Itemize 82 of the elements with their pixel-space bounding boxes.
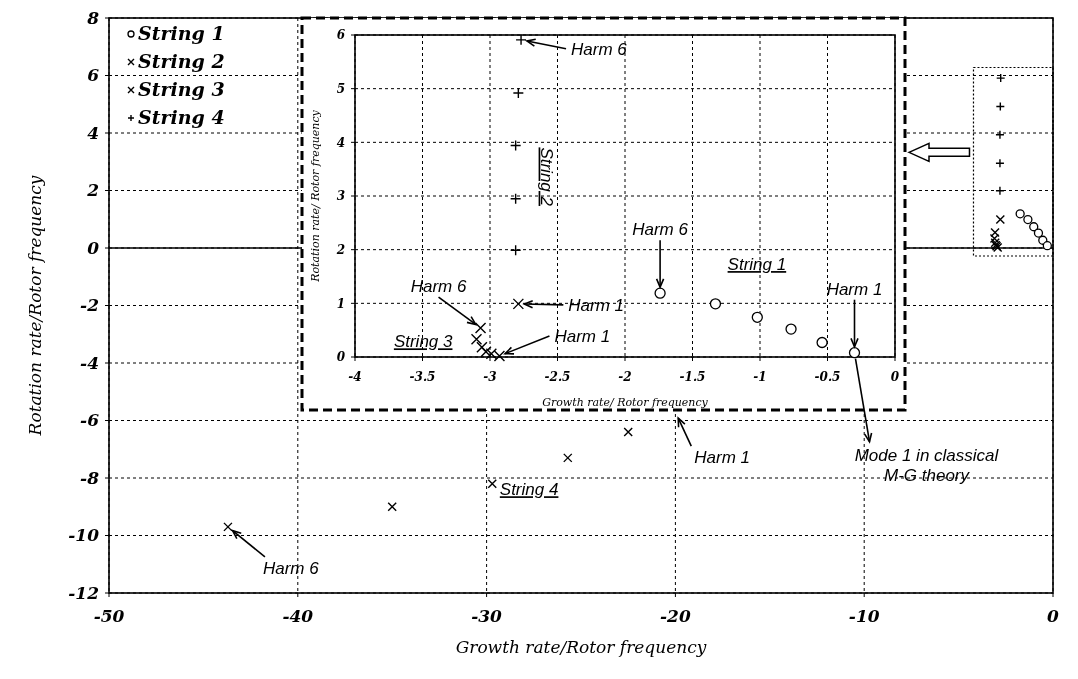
point [785, 323, 797, 335]
legend-label: String 1 [138, 22, 225, 44]
x-tick-label: -20 [660, 606, 691, 626]
x-tick-label: -1 [753, 370, 767, 384]
annotation: Harm 1 [568, 295, 625, 315]
x-axis-title: Growth rate/Rotor frequency [455, 637, 707, 657]
annotation: Harm 1 [554, 326, 611, 346]
x-tick-label: -4 [348, 370, 362, 384]
legend-label: String 2 [138, 50, 225, 72]
y-tick-label: 2 [335, 242, 345, 257]
point [995, 158, 1005, 168]
point [995, 130, 1005, 140]
y-tick-label: 0 [87, 237, 100, 258]
point [509, 244, 522, 256]
point [512, 87, 525, 99]
y-tick-label: 1 [336, 296, 345, 311]
annotation: Harm 6 [262, 558, 320, 578]
y-tick-label: 5 [336, 81, 345, 96]
y-tick-label: -2 [80, 295, 100, 316]
y-axis-title: Rotation rate/Rotor frequency [25, 175, 45, 437]
annotation: Harm 6 [632, 220, 689, 240]
y-tick-label: 2 [86, 180, 100, 201]
point [387, 502, 397, 512]
y-tick-label: -6 [80, 410, 100, 431]
annotation: String 2 [537, 147, 557, 207]
x-tick-label: -10 [848, 606, 880, 626]
point [1042, 241, 1052, 251]
point [989, 233, 1000, 244]
annotation: Harm 1 [826, 279, 883, 299]
point [995, 214, 1006, 225]
x-axis-title: Growth rate/ Rotor frequency [542, 396, 709, 409]
point [1023, 214, 1033, 225]
x-tick-label: -3.5 [409, 370, 436, 384]
y-tick-label: 6 [336, 28, 346, 43]
x-tick-label: 0 [1047, 606, 1060, 626]
point [1015, 209, 1025, 219]
x-tick-label: -3 [483, 370, 497, 384]
point [990, 227, 1000, 238]
annotation: String 3 [393, 332, 454, 352]
annotation: Harm 6 [571, 39, 628, 59]
point [709, 298, 722, 310]
point [751, 311, 763, 323]
x-tick-label: -2.5 [544, 370, 571, 384]
y-tick-label: -8 [80, 467, 100, 488]
y-axis-title: Rotation rate/ Rotor frequency [309, 109, 322, 283]
point [623, 427, 633, 437]
point [563, 453, 573, 463]
x-tick-label: 0 [890, 370, 900, 384]
point [816, 336, 828, 349]
point [487, 479, 497, 489]
x-tick-label: -40 [282, 606, 314, 626]
point [480, 345, 492, 358]
point [509, 192, 522, 205]
point [223, 522, 233, 532]
x-tick-label: -0.5 [814, 370, 841, 384]
x-tick-label: -30 [471, 606, 503, 626]
annotation: Harm 1 [694, 448, 751, 468]
annotation: String 4 [499, 480, 559, 500]
x-tick-label: -50 [93, 606, 125, 626]
point [848, 347, 861, 359]
y-tick-label: 8 [86, 7, 100, 28]
annotation: String 1 [727, 255, 787, 275]
y-tick-label: 4 [87, 122, 99, 143]
annotation: Harm 6 [410, 277, 467, 297]
y-tick-label: 3 [336, 189, 345, 204]
legend-label: String 3 [138, 78, 225, 100]
legend-label: String 4 [138, 106, 225, 128]
y-tick-label: 6 [87, 65, 100, 86]
point [512, 298, 525, 310]
y-tick-label: 0 [336, 350, 346, 365]
point [1033, 228, 1044, 238]
point [509, 139, 522, 152]
annotation: Mode 1 in classical M-G theory [854, 445, 1000, 485]
point [1029, 222, 1039, 232]
y-tick-label: -12 [68, 582, 100, 603]
y-tick-label: -10 [68, 525, 100, 546]
x-tick-label: -2 [618, 370, 632, 384]
point [654, 287, 666, 299]
x-tick-label: -1.5 [679, 370, 706, 384]
y-tick-label: 4 [336, 135, 345, 150]
point [476, 341, 488, 354]
point [470, 333, 483, 345]
